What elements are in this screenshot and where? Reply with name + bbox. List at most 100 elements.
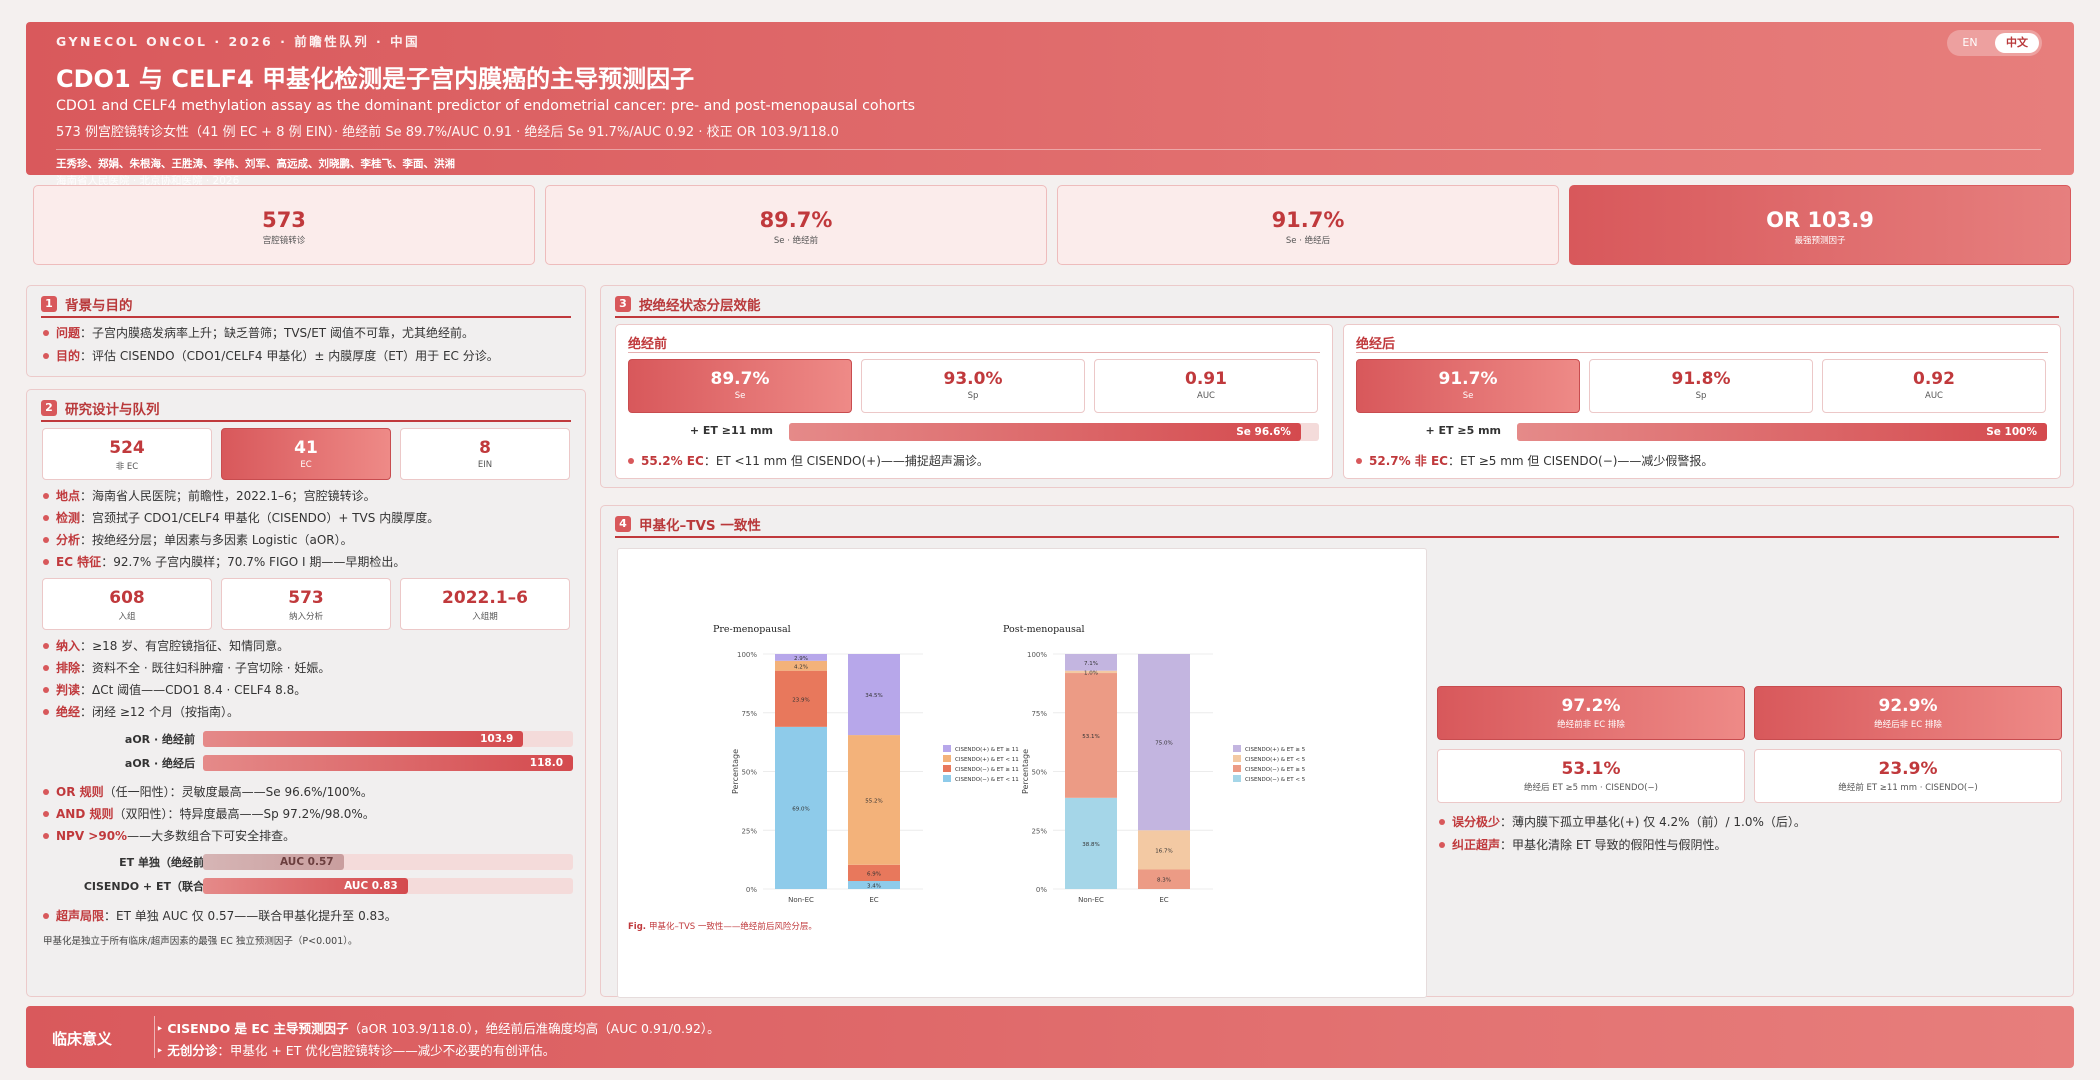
chart-title: Pre-menopausal xyxy=(713,624,791,635)
list-item: 超声局限：ET 单独 AUC 仅 0.57——联合甲基化提升至 0.83。 xyxy=(43,907,397,924)
kpi-label: 最强预测因子 xyxy=(1794,236,1846,246)
auc-bar-track: AUC 0.83 xyxy=(203,878,573,894)
legend-swatch xyxy=(1233,745,1241,752)
section-design-cohort: 2 研究设计与队列 524 非 EC 41 EC 8 EIN 地点：海南省人民医院；前瞻… xyxy=(26,389,586,997)
list-item: 52.7% 非 EC：ET ≥5 mm 但 CISENDO(−)——减少假警报。 xyxy=(1356,452,1713,469)
aor-bar-label: aOR · 绝经后 xyxy=(124,757,195,770)
bar-segment xyxy=(848,864,900,882)
data-label: 38.8% xyxy=(1082,842,1099,848)
bar-segment xyxy=(775,726,827,889)
aor-bar-track: 103.9 xyxy=(203,731,573,747)
bar-segment xyxy=(848,654,900,736)
list-item: 目的：评估 CISENDO（CDO1/CELF4 甲基化）± 内膜厚度（ET）用… xyxy=(43,347,499,364)
y-tick-label: 0% xyxy=(1036,886,1047,894)
data-label: 55.2% xyxy=(865,798,882,804)
kpi-label: Se · 绝经后 xyxy=(1285,236,1331,246)
kpi-card-se-pre: 89.7% Se · 绝经前 xyxy=(545,185,1047,265)
section-number: 3 xyxy=(615,296,631,312)
metric-sp: 91.8% Sp xyxy=(1589,359,1813,413)
count-box-analyzed: 573 纳入分析 xyxy=(221,578,391,630)
section-title: 4 甲基化–TVS 一致性 xyxy=(615,514,761,534)
count-box-enrolled: 608 入组 xyxy=(42,578,212,630)
section-rule xyxy=(41,420,571,422)
data-label: 2.9% xyxy=(794,656,808,662)
count-box-ein: 8 EIN xyxy=(400,428,570,480)
y-tick-label: 100% xyxy=(737,651,757,659)
legend-swatch xyxy=(943,765,951,772)
legend-swatch xyxy=(1233,755,1241,762)
list-item: 地点：海南省人民医院；前瞻性，2022.1–6；宫腔镜转诊。 xyxy=(43,487,376,504)
legend-swatch xyxy=(1233,765,1241,772)
et-bar-label: + ET ≥5 mm xyxy=(1425,424,1501,437)
card-title: 绝经后 xyxy=(1356,337,1396,352)
section-title: 3 按绝经状态分层效能 xyxy=(615,294,761,314)
count-box-non-ec: 524 非 EC xyxy=(42,428,212,480)
data-label: 8.3% xyxy=(1157,878,1171,884)
list-item: 分析：按绝经分层；单因素与多因素 Logistic（aOR）。 xyxy=(43,531,353,548)
legend-entry: CISENDO(−) & ET ≥ 11 xyxy=(955,767,1019,773)
stacked-bar-chart: Pre-menopausal Percentage 0% 25% 50% 75% 100% 6… xyxy=(628,624,1306,932)
bar-segment xyxy=(1065,797,1117,889)
section-title-text: 背景与目的 xyxy=(65,298,133,314)
data-label: 4.2% xyxy=(794,664,808,670)
x-tick-label: Non-EC xyxy=(1078,896,1104,904)
list-item: 判读：ΔCt 阈值——CDO1 8.4 · CELF4 8.8。 xyxy=(43,681,306,698)
x-tick-label: EC xyxy=(869,896,878,904)
auc-bar-track: AUC 0.57 xyxy=(203,854,573,870)
kpi-value: 573 xyxy=(262,208,306,232)
et-bar-track: Se 96.6% xyxy=(789,423,1319,441)
english-subtitle: CDO1 and CELF4 methylation assay as the … xyxy=(56,98,916,114)
chart-title: Post-menopausal xyxy=(1003,624,1085,635)
concordance-box: 97.2% 绝经前非 EC 排除 xyxy=(1437,686,1745,740)
page-title: CDO1 与 CELF4 甲基化检测是子宫内膜癌的主导预测因子 xyxy=(56,65,695,93)
y-tick-label: 0% xyxy=(746,886,757,894)
legend-entry: CISENDO(+) & ET ≥ 5 xyxy=(1245,747,1306,753)
list-item: 误分极少：薄内膜下孤立甲基化(+) 仅 4.2%（前）/ 1.0%（后）。 xyxy=(1439,813,1806,830)
affiliation: 海南省人民医院 · 北京协和医院 · 2026 xyxy=(56,175,240,187)
data-label: 75.0% xyxy=(1155,741,1172,747)
kpi-label: Se · 绝经前 xyxy=(773,236,819,246)
section-title-text: 研究设计与队列 xyxy=(65,402,160,418)
auc-bar-label: CISENDO + ET（联合） xyxy=(83,880,215,893)
data-label: 53.1% xyxy=(1082,734,1099,740)
data-label: 34.5% xyxy=(865,693,882,699)
section-note: 甲基化是独立于所有临床/超声因素的最强 EC 独立预测因子（P<0.001）。 xyxy=(43,936,358,947)
bar-segment xyxy=(1065,654,1117,671)
aor-bar-track: 118.0 xyxy=(203,755,573,771)
card-rule xyxy=(1356,352,2048,353)
auc-bar-fill: AUC 0.83 xyxy=(203,878,408,894)
bar-segment xyxy=(775,654,827,661)
summary-stats: 573 例宫腔镜转诊女性（41 例 EC + 8 例 EIN）· 绝经前 Se … xyxy=(56,125,839,140)
bar-segment xyxy=(1138,869,1190,889)
lang-en-button[interactable]: EN xyxy=(1962,36,1978,49)
aor-bar-fill: 103.9 xyxy=(203,731,524,747)
et-bar-fill: Se 96.6% xyxy=(789,423,1301,441)
auc-bar-label: ET 单独（绝经前） xyxy=(119,856,215,869)
data-label: 69.0% xyxy=(792,806,809,812)
y-tick-label: 75% xyxy=(1031,710,1047,718)
footer-line: ‣ CISENDO 是 EC 主导预测因子（aOR 103.9/118.0），绝… xyxy=(156,1021,720,1036)
legend-entry: CISENDO(−) & ET < 5 xyxy=(1245,777,1306,783)
y-axis-label: Percentage xyxy=(731,749,740,794)
y-tick-label: 75% xyxy=(741,710,757,718)
section-title-text: 按绝经状态分层效能 xyxy=(639,298,761,314)
lang-zh-button[interactable]: 中文 xyxy=(1995,33,2039,53)
metric-se: 89.7% Se xyxy=(628,359,852,413)
figure-caption: Fig. 甲基化–TVS 一致性——绝经前后风险分层。 xyxy=(628,921,817,932)
journal-kicker: GYNECOL ONCOL · 2026 · 前瞻性队列 · 中国 xyxy=(56,34,421,49)
bar-segment xyxy=(1138,830,1190,870)
legend-entry: CISENDO(−) & ET ≥ 5 xyxy=(1245,767,1306,773)
footer-banner: 临床意义 ‣ CISENDO 是 EC 主导预测因子（aOR 103.9/118… xyxy=(26,1006,2074,1068)
kpi-label: 宫腔镜转诊 xyxy=(262,236,306,246)
legend-swatch xyxy=(1233,775,1241,782)
y-tick-label: 50% xyxy=(741,769,757,777)
y-tick-label: 25% xyxy=(741,827,757,835)
bar-segment xyxy=(1065,673,1117,798)
kpi-value: 89.7% xyxy=(759,208,833,232)
card-title: 绝经前 xyxy=(628,337,668,352)
language-toggle[interactable]: EN 中文 xyxy=(1947,30,2042,56)
list-item: 纳入：≥18 岁、有宫腔镜指征、知情同意。 xyxy=(43,637,289,654)
card-rule xyxy=(628,352,1320,353)
bar-segment xyxy=(1065,670,1117,674)
data-label: 16.7% xyxy=(1155,848,1172,854)
